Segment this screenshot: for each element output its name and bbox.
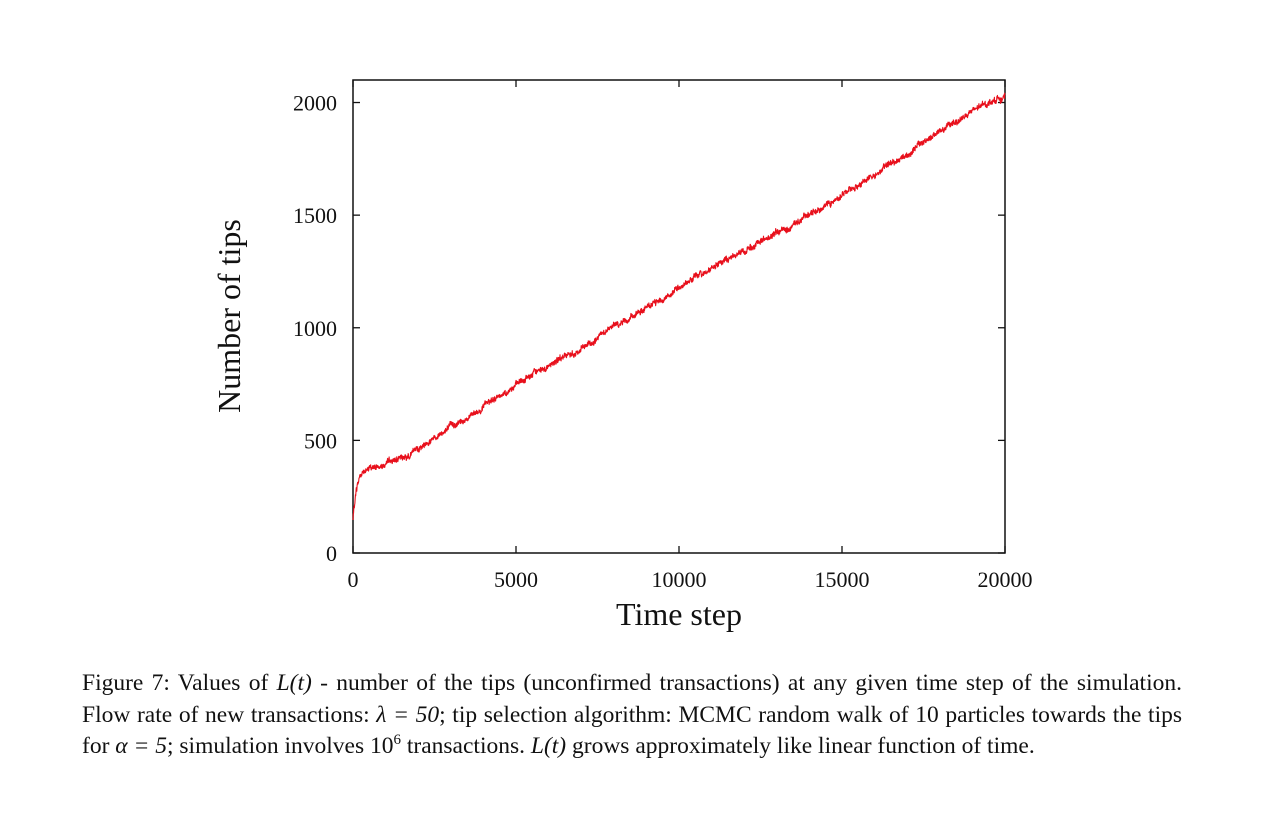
caption-power-base: 10 [370, 733, 394, 759]
y-tick-label: 500 [304, 428, 337, 453]
caption-math-alpha: α = 5 [115, 733, 167, 759]
caption-text: ; tip selection algorithm: MCMC random w… [82, 701, 1182, 760]
caption-text: grows approximately like linear function… [566, 733, 1035, 759]
series-line [352, 92, 1006, 521]
x-tick-label: 15000 [815, 567, 870, 592]
x-tick-label: 10000 [652, 567, 707, 592]
caption-math-lambda: λ = 50 [376, 701, 440, 728]
series-layer [352, 92, 1006, 521]
figure: 0 5000 10000 15000 20000 0 500 1000 1500 2000 Ti… [211, 79, 1033, 632]
caption-math-lt: L(t) [276, 670, 312, 696]
x-axis-title: Time step [616, 596, 742, 632]
caption-math-lt: L(t) [530, 733, 567, 759]
x-tick-label: 5000 [494, 567, 538, 592]
y-tick-label: 2000 [293, 91, 337, 116]
y-tick-label: 1000 [293, 316, 337, 341]
y-tick-labels: 0 500 1000 1500 2000 [293, 91, 337, 566]
x-tick-label: 0 [348, 567, 359, 592]
caption-figure-label: Figure 7: [82, 670, 170, 696]
x-tick-label: 20000 [978, 567, 1033, 592]
y-tick-label: 1500 [293, 203, 337, 228]
caption-text: - number of the tips (unconfirmed transa… [82, 670, 1182, 728]
axis-ticks [352, 80, 1006, 554]
x-tick-labels: 0 5000 10000 15000 20000 [348, 567, 1033, 592]
caption-text: transactions. [401, 733, 531, 759]
caption-text: ; simulation involves [166, 733, 370, 759]
figure-caption: Figure 7: Values of L(t) - number of the… [82, 668, 1182, 763]
y-tick-label: 0 [326, 541, 337, 566]
caption-text: Values of [169, 670, 277, 696]
line-chart: 0 5000 10000 15000 20000 0 500 1000 1500 2000 Ti… [211, 79, 1033, 632]
caption-power-exponent: 6 [393, 732, 402, 749]
plot-frame [352, 79, 1006, 554]
y-axis-title: Number of tips [211, 219, 247, 413]
